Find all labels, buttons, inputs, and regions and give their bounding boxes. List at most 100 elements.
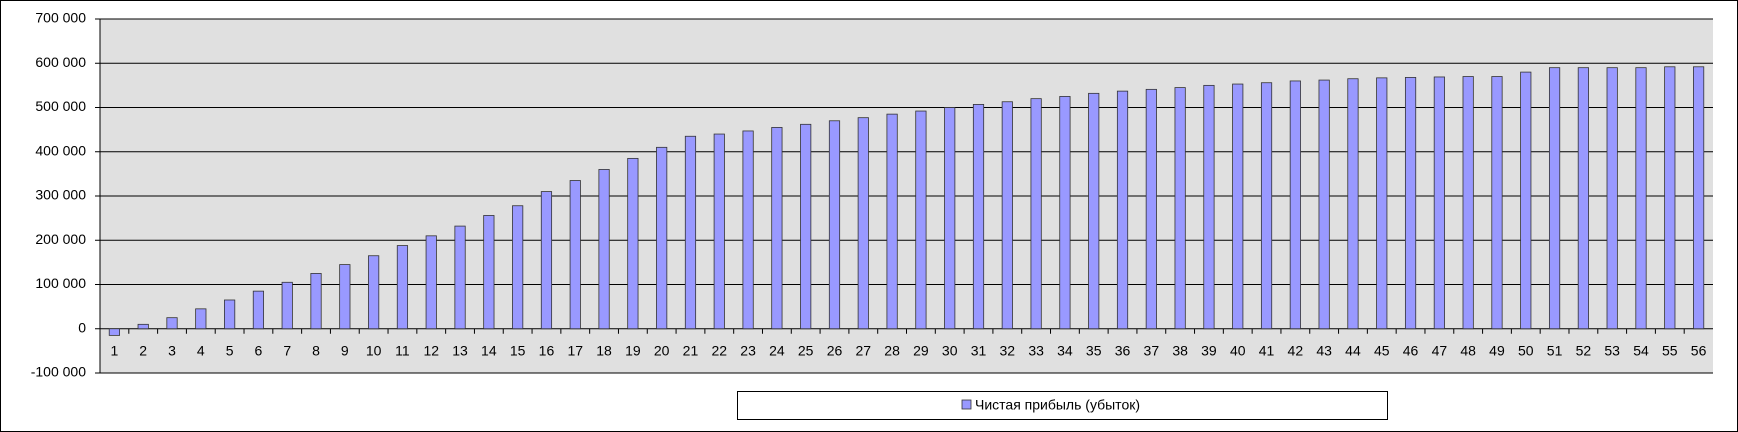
bar bbox=[684, 135, 697, 330]
bar bbox=[195, 308, 207, 330]
x-tick-label: 3 bbox=[168, 342, 176, 358]
bar bbox=[886, 113, 898, 330]
bar bbox=[1059, 96, 1071, 330]
x-tick-label: 41 bbox=[1259, 342, 1275, 358]
x-tick-label: 33 bbox=[1028, 342, 1044, 358]
bar bbox=[598, 169, 610, 330]
x-tick-label: 32 bbox=[1000, 342, 1016, 358]
x-tick-label: 14 bbox=[481, 342, 497, 358]
bar bbox=[1491, 76, 1503, 330]
x-tick-label: 7 bbox=[283, 342, 291, 358]
x-tick-label: 48 bbox=[1460, 342, 1476, 358]
bar bbox=[310, 273, 322, 330]
bar bbox=[1664, 66, 1676, 330]
x-tick-label: 15 bbox=[510, 342, 526, 358]
x-tick-label: 50 bbox=[1518, 342, 1534, 358]
bar bbox=[368, 255, 380, 330]
bar bbox=[224, 299, 236, 330]
bar bbox=[828, 120, 841, 330]
x-tick-label: 55 bbox=[1662, 342, 1678, 358]
bar bbox=[771, 127, 783, 330]
x-tick-label: 5 bbox=[226, 342, 234, 358]
x-tick-label: 24 bbox=[769, 342, 785, 358]
bar bbox=[252, 290, 265, 330]
x-tick-label: 30 bbox=[942, 342, 958, 358]
bar bbox=[1635, 67, 1647, 330]
y-tick-label: 600 000 bbox=[35, 54, 86, 70]
x-tick-label: 56 bbox=[1691, 342, 1707, 358]
bar bbox=[627, 157, 639, 330]
x-tick-label: 25 bbox=[798, 342, 814, 358]
x-tick-label: 49 bbox=[1489, 342, 1505, 358]
y-tick-label: 500 000 bbox=[35, 98, 86, 114]
x-tick-label: 23 bbox=[740, 342, 756, 358]
x-tick-label: 6 bbox=[255, 342, 263, 358]
bar bbox=[540, 191, 553, 330]
x-tick-label: 21 bbox=[683, 342, 699, 358]
bar bbox=[339, 264, 351, 330]
bar bbox=[396, 245, 409, 330]
x-tick-label: 51 bbox=[1547, 342, 1563, 358]
bar bbox=[1030, 98, 1042, 330]
y-tick-label: 200 000 bbox=[35, 231, 86, 247]
y-tick-label: 400 000 bbox=[35, 142, 86, 158]
x-tick-label: 28 bbox=[884, 342, 900, 358]
x-tick-label: 4 bbox=[197, 342, 205, 358]
bar bbox=[800, 123, 812, 330]
bar bbox=[1318, 79, 1330, 330]
y-tick-label: 100 000 bbox=[35, 275, 86, 291]
x-tick-label: 27 bbox=[856, 342, 872, 358]
bar bbox=[1404, 77, 1417, 330]
x-tick-label: 26 bbox=[827, 342, 843, 358]
x-tick-label: 16 bbox=[539, 342, 555, 358]
x-tick-label: 12 bbox=[423, 342, 439, 358]
bar bbox=[569, 180, 581, 330]
bar bbox=[972, 104, 985, 330]
bar bbox=[1462, 76, 1474, 330]
x-tick-label: 39 bbox=[1201, 342, 1217, 358]
x-tick-label: 17 bbox=[567, 342, 583, 358]
x-tick-label: 2 bbox=[139, 342, 147, 358]
legend-label: Чистая прибыль (убыток) bbox=[975, 397, 1140, 413]
legend-box bbox=[737, 391, 1388, 420]
x-tick-label: 45 bbox=[1374, 342, 1390, 358]
bar bbox=[1606, 67, 1618, 330]
x-tick-label: 34 bbox=[1057, 342, 1073, 358]
x-tick-label: 53 bbox=[1604, 342, 1620, 358]
y-tick-label: 0 bbox=[78, 319, 86, 335]
bar bbox=[1145, 88, 1157, 330]
x-tick-label: 11 bbox=[395, 342, 410, 358]
bar bbox=[425, 235, 437, 330]
bar bbox=[137, 323, 149, 330]
x-tick-label: 40 bbox=[1230, 342, 1246, 358]
x-tick-label: 35 bbox=[1086, 342, 1102, 358]
x-tick-label: 10 bbox=[366, 342, 382, 358]
x-tick-label: 42 bbox=[1288, 342, 1304, 358]
x-tick-label: 1 bbox=[111, 342, 119, 358]
bar bbox=[454, 225, 466, 330]
bar bbox=[108, 328, 120, 336]
legend-swatch bbox=[961, 399, 972, 410]
bar bbox=[1001, 101, 1013, 330]
bar bbox=[1289, 80, 1301, 330]
x-tick-label: 44 bbox=[1345, 342, 1361, 358]
y-tick-label: 300 000 bbox=[35, 187, 86, 203]
bar bbox=[944, 107, 956, 330]
x-tick-label: 52 bbox=[1576, 342, 1592, 358]
bar bbox=[1433, 76, 1445, 330]
x-tick-label: 18 bbox=[596, 342, 612, 358]
x-tick-label: 13 bbox=[452, 342, 468, 358]
x-tick-label: 38 bbox=[1172, 342, 1188, 358]
bar bbox=[742, 130, 754, 330]
x-tick-label: 20 bbox=[654, 342, 670, 358]
bar bbox=[1203, 84, 1215, 330]
x-tick-label: 31 bbox=[971, 342, 987, 358]
bar bbox=[1174, 87, 1186, 330]
y-tick-label: -100 000 bbox=[31, 364, 86, 380]
bar bbox=[857, 117, 869, 330]
bar bbox=[1520, 71, 1532, 330]
x-tick-label: 8 bbox=[312, 342, 320, 358]
x-tick-label: 36 bbox=[1115, 342, 1131, 358]
